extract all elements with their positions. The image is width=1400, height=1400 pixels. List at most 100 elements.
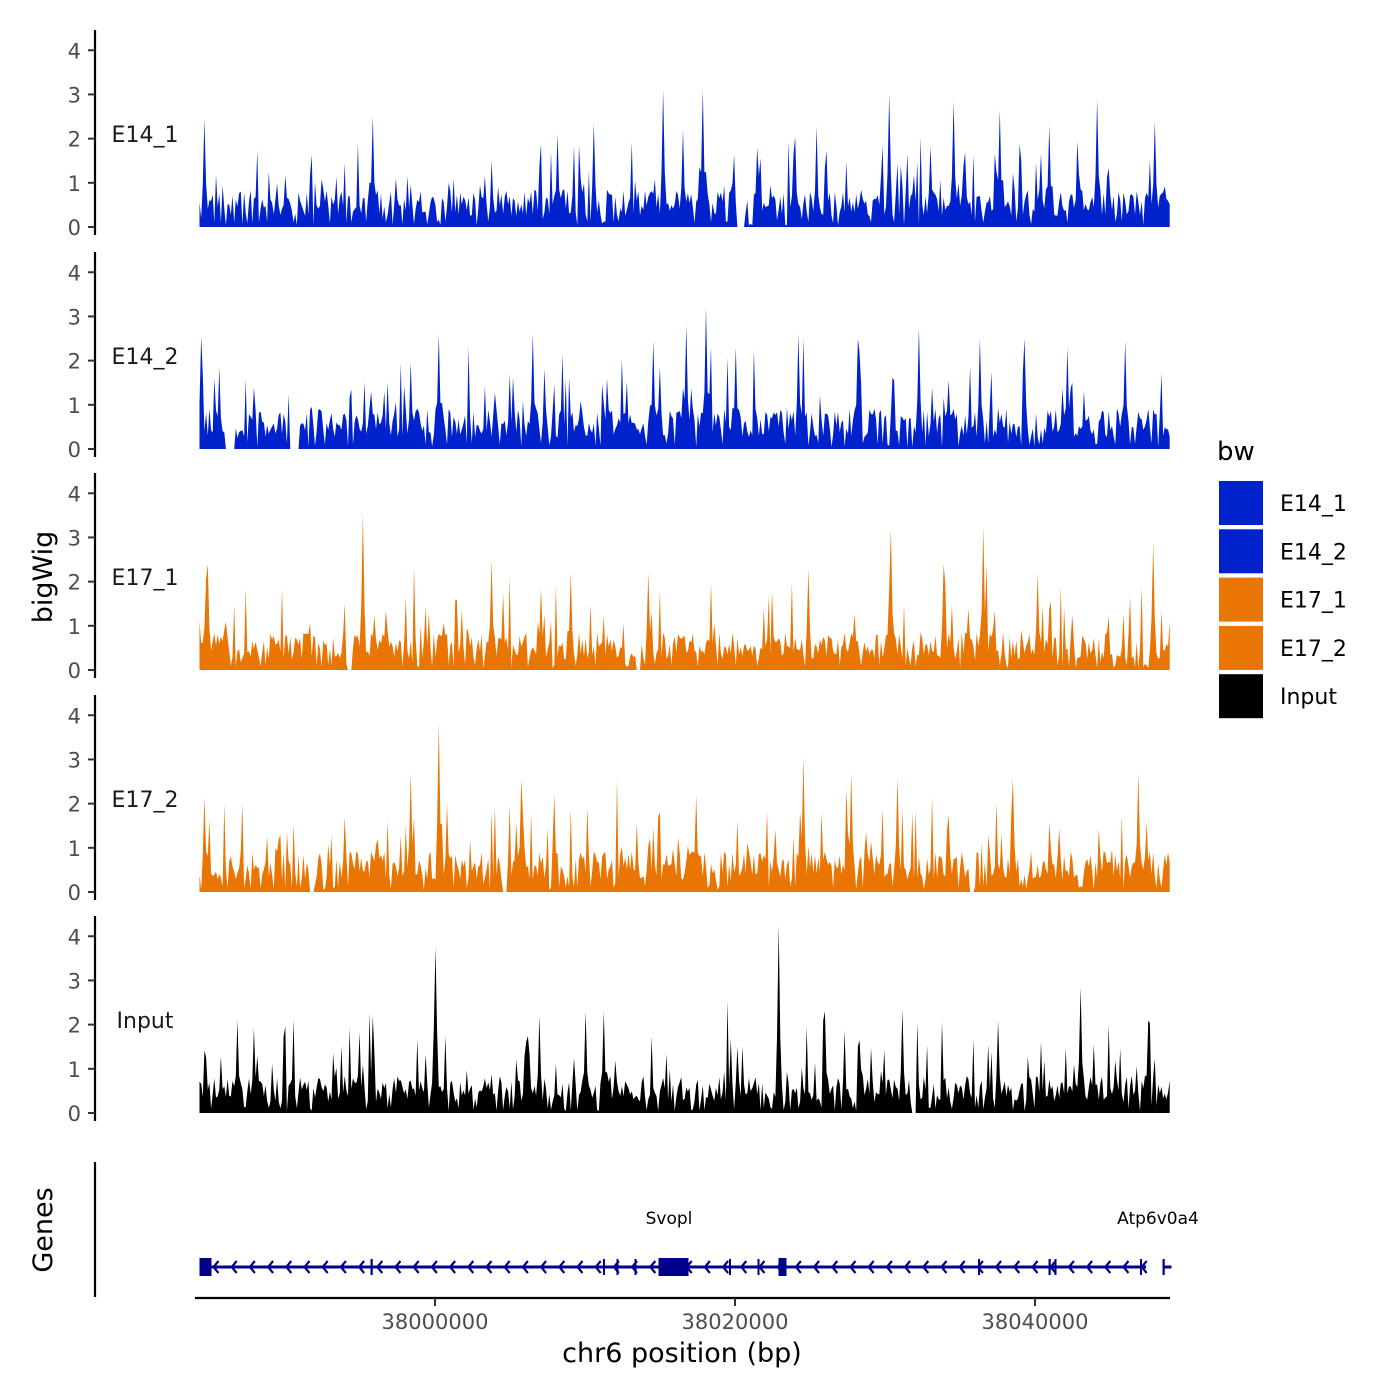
strand-arrow [849, 1260, 857, 1274]
strand-arrow [958, 1260, 966, 1274]
strand-arrow [375, 1260, 384, 1274]
y-tick-label: 3 [68, 83, 81, 107]
strand-arrow [976, 1260, 984, 1274]
x-axis-title: chr6 position (bp) [562, 1338, 802, 1369]
y-tick-label: 2 [68, 571, 81, 595]
y-tick-label: 0 [68, 216, 81, 240]
strand-arrow [394, 1260, 402, 1274]
genes-axis-title: Genes [28, 1187, 59, 1272]
track-label: Input [117, 1009, 174, 1034]
y-tick-label: 1 [68, 1058, 81, 1082]
strand-arrow [321, 1260, 329, 1274]
legend-swatch [1219, 625, 1263, 670]
strand-arrow [230, 1260, 238, 1274]
strand-arrow [940, 1260, 948, 1274]
x-tick-label: 38000000 [382, 1310, 489, 1334]
y-tick-label: 1 [68, 615, 81, 639]
gene-exon [1140, 1259, 1142, 1275]
strand-arrow [557, 1260, 566, 1274]
legend-swatch [1219, 577, 1263, 622]
strand-arrow [212, 1260, 220, 1274]
y-tick-label: 3 [68, 969, 81, 993]
y-tick-label: 3 [68, 305, 81, 329]
strand-arrow [521, 1260, 529, 1274]
y-tick-label: 1 [68, 394, 81, 418]
gene-exon [616, 1259, 619, 1275]
strand-arrow [648, 1260, 657, 1274]
gene-name-label: Svopl [646, 1209, 693, 1229]
track-E14_1: 0 1 2 3 4 E14_1 [68, 30, 1170, 240]
track-Input: 0 1 2 3 4 Input [68, 916, 1170, 1126]
gene-exon [1048, 1259, 1051, 1275]
strand-arrow [739, 1260, 748, 1274]
strand-arrow [830, 1260, 839, 1274]
strand-arrow [539, 1260, 547, 1274]
strand-arrow [1031, 1260, 1039, 1274]
strand-arrow [466, 1260, 475, 1274]
strand-arrow [448, 1260, 456, 1274]
legend-label: E14_1 [1280, 492, 1347, 517]
strand-arrow [794, 1260, 802, 1274]
y-tick-label: 4 [68, 39, 81, 63]
y-tick-label: 4 [68, 261, 81, 285]
y-tick-label: 4 [68, 925, 81, 949]
legend-swatch [1219, 481, 1263, 525]
strand-arrow [721, 1260, 729, 1274]
gene-exon [199, 1258, 212, 1276]
y-tick-label: 1 [68, 172, 81, 196]
legend-label: Input [1280, 685, 1337, 710]
strand-arrow [994, 1260, 1002, 1274]
gene-exon [1054, 1259, 1057, 1275]
track-label: E14_2 [112, 345, 179, 370]
y-axis-title: bigWig [28, 531, 59, 624]
strand-arrow [248, 1260, 256, 1274]
gene-exon [778, 1258, 787, 1276]
y-tick-label: 0 [68, 1102, 81, 1126]
strand-arrow [503, 1260, 511, 1274]
y-tick-label: 0 [68, 659, 81, 683]
y-tick-label: 2 [68, 1014, 81, 1038]
legend-label: E14_2 [1280, 540, 1347, 565]
y-tick-label: 3 [68, 748, 81, 772]
strand-arrow [284, 1260, 293, 1274]
strand-arrow [485, 1260, 493, 1274]
y-tick-label: 1 [68, 837, 81, 861]
y-tick-label: 0 [68, 881, 81, 905]
strand-arrow [266, 1260, 274, 1274]
y-tick-label: 3 [68, 526, 81, 550]
y-tick-label: 2 [68, 128, 81, 152]
gene-exon [634, 1259, 637, 1275]
track-E17_2: 0 1 2 3 4 E17_2 [68, 695, 1170, 905]
legend-title: bw [1217, 437, 1255, 467]
gene-exon [757, 1259, 760, 1275]
strand-arrow [576, 1260, 584, 1274]
y-tick-label: 0 [68, 438, 81, 462]
track-label: E17_2 [112, 788, 179, 813]
legend-swatch [1219, 674, 1263, 719]
coverage-area-E17_2 [199, 721, 1170, 892]
x-axis: 38000000 38020000 38040000 [195, 1296, 1170, 1334]
gene-track: Svopl Atp6v0a4 [93, 1162, 1199, 1297]
strand-arrow [412, 1260, 420, 1274]
strand-arrow [594, 1260, 602, 1274]
strand-arrow [921, 1260, 930, 1274]
strand-arrow [1103, 1260, 1112, 1274]
strand-arrow [357, 1260, 365, 1274]
coverage-area-E17_1 [199, 513, 1170, 670]
x-tick-label: 38040000 [982, 1310, 1089, 1334]
y-tick-label: 2 [68, 350, 81, 374]
strand-arrow [903, 1260, 911, 1274]
y-tick-label: 4 [68, 482, 81, 506]
legend-item-Input: Input [1219, 674, 1337, 719]
track-E17_1: 0 1 2 3 4 E17_1 [68, 473, 1170, 683]
strand-arrow [812, 1260, 820, 1274]
strand-arrow [703, 1260, 711, 1274]
x-tick-label: 38020000 [682, 1310, 789, 1334]
gene-exon [658, 1258, 689, 1276]
gene-exon [370, 1259, 373, 1275]
strand-arrow [867, 1260, 875, 1274]
gene-exon [729, 1259, 731, 1275]
legend-item-E14_2: E14_2 [1219, 529, 1347, 574]
legend-label: E17_2 [1280, 637, 1347, 662]
